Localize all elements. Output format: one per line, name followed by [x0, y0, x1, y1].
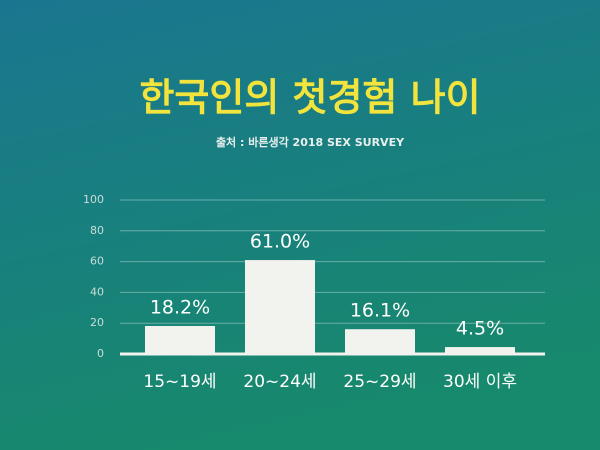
y-tick-label: 80 [90, 224, 104, 237]
value-label: 4.5% [456, 318, 504, 340]
x-tick-label: 20~24세 [243, 372, 316, 392]
x-tick-label: 25~29세 [343, 372, 416, 392]
chart-title: 한국인의 첫경험 나이 [139, 76, 480, 120]
value-label: 18.2% [150, 296, 210, 318]
x-tick-label: 30세 이후 [443, 372, 517, 392]
y-tick-label: 40 [90, 285, 104, 298]
y-tick-label: 100 [83, 193, 104, 206]
chart-subtitle: 출처 : 바른생각 2018 SEX SURVEY [216, 135, 405, 149]
bar [445, 347, 515, 354]
y-tick-label: 60 [90, 255, 104, 268]
y-tick-label: 20 [90, 316, 104, 329]
x-tick-label: 15~19세 [143, 372, 216, 392]
y-tick-label: 0 [97, 347, 104, 360]
bar [145, 325, 215, 354]
value-label: 16.1% [350, 300, 410, 322]
value-label: 61.0% [250, 231, 310, 253]
bar [245, 260, 315, 354]
bar [345, 329, 415, 354]
